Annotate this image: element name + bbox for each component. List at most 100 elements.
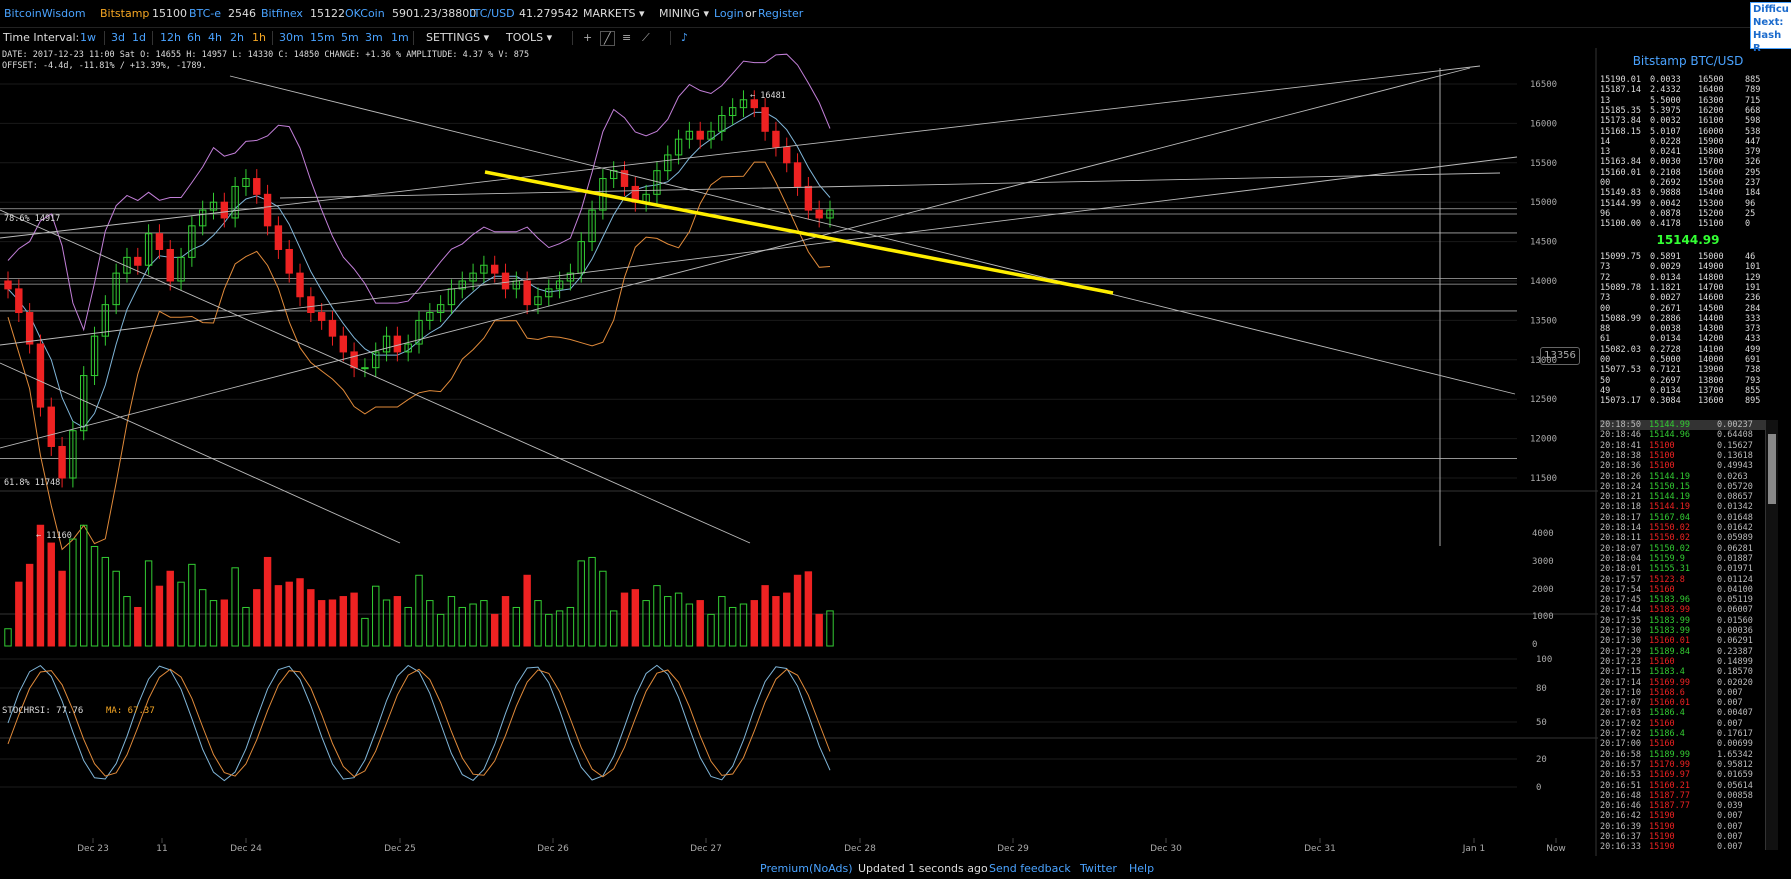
bid-row[interactable]: 15077.53 0.7121 13900 738 — [1600, 365, 1778, 376]
trade-row[interactable]: 20:18:17 15167.04 0.01648 — [1600, 513, 1770, 523]
trade-row[interactable]: 20:16:39 15190 0.007 — [1600, 822, 1770, 832]
trade-row[interactable]: 20:17:15 15183.4 0.18570 — [1600, 667, 1770, 677]
ask-row[interactable]: 15190.01 0.0033 16500 885 — [1600, 75, 1778, 86]
trade-row[interactable]: 20:17:57 15123.8 0.01124 — [1600, 575, 1770, 585]
bid-row[interactable]: 00 0.5000 14000 691 — [1600, 355, 1778, 366]
bid-row[interactable]: 15089.78 1.1821 14700 191 — [1600, 283, 1778, 294]
trade-row[interactable]: 20:18:11 15150.02 0.05989 — [1600, 533, 1770, 543]
trade-row[interactable]: 20:18:21 15144.19 0.08657 — [1600, 492, 1770, 502]
trade-row[interactable]: 20:18:41 15100 0.15627 — [1600, 441, 1770, 451]
orderbook-title[interactable]: Bitstamp BTC/USD — [1632, 54, 1744, 68]
trade-row[interactable]: 20:18:07 15150.02 0.06281 — [1600, 544, 1770, 554]
trade-row[interactable]: 20:17:23 15160 0.14899 — [1600, 657, 1770, 667]
interval-1h[interactable]: 1h — [252, 31, 266, 44]
trade-row[interactable]: 20:18:36 15100 0.49943 — [1600, 461, 1770, 471]
ask-row[interactable]: 15187.14 2.4332 16400 789 — [1600, 85, 1778, 96]
trade-row[interactable]: 20:17:44 15183.99 0.06007 — [1600, 605, 1770, 615]
interval-15m[interactable]: 15m — [310, 31, 335, 44]
trade-row[interactable]: 20:17:35 15183.99 0.01560 — [1600, 616, 1770, 626]
markets-menu[interactable]: MARKETS ▾ — [583, 7, 645, 20]
trade-row[interactable]: 20:18:50 15144.99 0.00237 — [1600, 420, 1770, 430]
bid-row[interactable]: 61 0.0134 14200 433 — [1600, 334, 1778, 345]
trade-row[interactable]: 20:17:02 15160 0.007 — [1600, 719, 1770, 729]
interval-1m[interactable]: 1m — [391, 31, 409, 44]
exchange-bitstamp-name[interactable]: Bitstamp — [100, 7, 150, 20]
logo[interactable]: BitcoinWisdom — [4, 7, 86, 20]
ask-row[interactable]: 15144.99 0.0042 15300 96 — [1600, 199, 1778, 210]
bell-icon[interactable]: ♪ — [681, 31, 689, 44]
trade-row[interactable]: 20:16:48 15187.77 0.00858 — [1600, 791, 1770, 801]
exchange-okcoin-name[interactable]: OKCoin — [345, 7, 385, 20]
hlines-tool-icon[interactable]: ≡ — [622, 31, 632, 44]
tools-menu[interactable]: TOOLS ▾ — [506, 31, 553, 44]
interval-30m[interactable]: 30m — [279, 31, 304, 44]
bid-row[interactable]: 88 0.0038 14300 373 — [1600, 324, 1778, 335]
trade-row[interactable]: 20:18:01 15155.31 0.01971 — [1600, 564, 1770, 574]
interval-3d[interactable]: 3d — [111, 31, 125, 44]
trade-row[interactable]: 20:17:03 15186.4 0.00407 — [1600, 708, 1770, 718]
trade-row[interactable]: 20:17:00 15160 0.00699 — [1600, 739, 1770, 749]
trade-row[interactable]: 20:16:51 15160.21 0.05614 — [1600, 781, 1770, 791]
premium-link[interactable]: Premium(NoAds) — [760, 862, 853, 875]
bid-row[interactable]: 15088.99 0.2886 14400 333 — [1600, 314, 1778, 325]
interval-4h[interactable]: 4h — [208, 31, 222, 44]
bid-row[interactable]: 00 0.2671 14500 284 — [1600, 304, 1778, 315]
fib-tool-icon[interactable]: ⟋ — [642, 31, 650, 44]
difficulty-box[interactable]: Difficu Next: Hash R — [1750, 2, 1791, 54]
ask-row[interactable]: 14 0.0228 15900 447 — [1600, 137, 1778, 148]
trade-row[interactable]: 20:17:30 15183.99 0.00036 — [1600, 626, 1770, 636]
login-link[interactable]: Login — [714, 7, 744, 20]
mining-menu[interactable]: MINING ▾ — [659, 7, 709, 20]
feedback-link[interactable]: Send feedback — [989, 862, 1071, 875]
help-link[interactable]: Help — [1129, 862, 1155, 875]
bid-row[interactable]: 73 0.0029 14900 101 — [1600, 262, 1778, 273]
exchange-ltcusd-name[interactable]: LTC/USD — [469, 7, 515, 20]
trade-row[interactable]: 20:18:04 15159.9 0.01887 — [1600, 554, 1770, 564]
twitter-link[interactable]: Twitter — [1080, 862, 1117, 875]
ask-row[interactable]: 15168.15 5.0107 16000 538 — [1600, 127, 1778, 138]
line-tool-icon[interactable]: ╱ — [600, 31, 615, 46]
interval-6h[interactable]: 6h — [187, 31, 201, 44]
trade-row[interactable]: 20:18:46 15144.96 0.64408 — [1600, 430, 1770, 440]
ask-row[interactable]: 15173.84 0.0032 16100 598 — [1600, 116, 1778, 127]
bid-row[interactable]: 15082.03 0.2728 14100 499 — [1600, 345, 1778, 356]
ask-row[interactable]: 15185.35 5.3975 16200 668 — [1600, 106, 1778, 117]
trade-row[interactable]: 20:16:53 15169.97 0.01659 — [1600, 770, 1770, 780]
trade-row[interactable]: 20:18:18 15144.19 0.01342 — [1600, 502, 1770, 512]
bid-row[interactable]: 49 0.0134 13700 855 — [1600, 386, 1778, 397]
ask-row[interactable]: 15149.83 0.9888 15400 184 — [1600, 188, 1778, 199]
ask-row[interactable]: 15163.84 0.0030 15700 326 — [1600, 157, 1778, 168]
trade-row[interactable]: 20:16:58 15189.99 1.65342 — [1600, 750, 1770, 760]
trade-row[interactable]: 20:16:33 15190 0.007 — [1600, 842, 1770, 852]
trade-row[interactable]: 20:17:54 15160 0.04100 — [1600, 585, 1770, 595]
trade-row[interactable]: 20:18:24 15150.15 0.05720 — [1600, 482, 1770, 492]
bid-row[interactable]: 50 0.2697 13800 793 — [1600, 376, 1778, 387]
trade-row[interactable]: 20:17:30 15160.01 0.06291 — [1600, 636, 1770, 646]
ask-row[interactable]: 15100.00 0.4178 15100 0 — [1600, 219, 1778, 230]
ask-row[interactable]: 15160.01 0.2108 15600 295 — [1600, 168, 1778, 179]
trade-row[interactable]: 20:17:29 15189.84 0.23387 — [1600, 647, 1770, 657]
settings-menu[interactable]: SETTINGS ▾ — [426, 31, 490, 44]
trade-row[interactable]: 20:16:42 15190 0.007 — [1600, 811, 1770, 821]
trades-scrollbar-thumb[interactable] — [1768, 434, 1776, 504]
trade-row[interactable]: 20:18:14 15150.02 0.01642 — [1600, 523, 1770, 533]
bid-row[interactable]: 15073.17 0.3084 13600 895 — [1600, 396, 1778, 407]
trade-row[interactable]: 20:17:10 15168.6 0.007 — [1600, 688, 1770, 698]
interval-1w[interactable]: 1w — [80, 31, 96, 44]
trade-row[interactable]: 20:17:02 15186.4 0.17617 — [1600, 729, 1770, 739]
trade-row[interactable]: 20:17:45 15183.96 0.05119 — [1600, 595, 1770, 605]
interval-1d[interactable]: 1d — [132, 31, 146, 44]
interval-5m[interactable]: 5m — [341, 31, 359, 44]
bid-row[interactable]: 72 0.0134 14800 129 — [1600, 273, 1778, 284]
register-link[interactable]: Register — [758, 7, 804, 20]
ask-row[interactable]: 96 0.0878 15200 25 — [1600, 209, 1778, 220]
trade-row[interactable]: 20:17:07 15160.01 0.007 — [1600, 698, 1770, 708]
interval-12h[interactable]: 12h — [160, 31, 181, 44]
trade-row[interactable]: 20:16:37 15190 0.007 — [1600, 832, 1770, 842]
ask-row[interactable]: 13 5.5000 16300 715 — [1600, 96, 1778, 107]
exchange-bitfinex-name[interactable]: Bitfinex — [261, 7, 303, 20]
trade-row[interactable]: 20:16:46 15187.77 0.039 — [1600, 801, 1770, 811]
interval-3m[interactable]: 3m — [365, 31, 383, 44]
trade-row[interactable]: 20:17:14 15169.99 0.02020 — [1600, 678, 1770, 688]
trade-row[interactable]: 20:18:26 15144.19 0.0263 — [1600, 472, 1770, 482]
